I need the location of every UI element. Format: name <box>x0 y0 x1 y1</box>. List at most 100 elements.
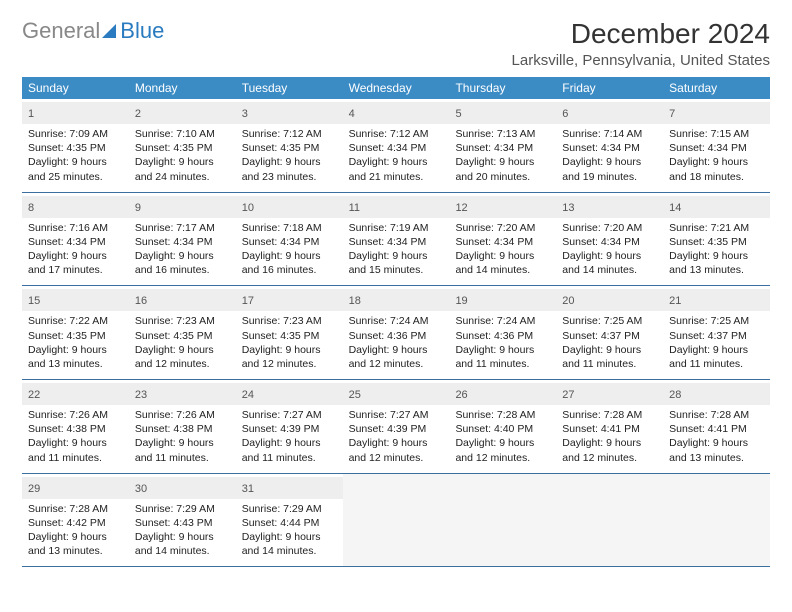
day-cell: 9 Sunrise: 7:17 AMSunset: 4:34 PMDaylight… <box>129 193 236 286</box>
day-info: Sunrise: 7:23 AMSunset: 4:35 PMDaylight:… <box>135 314 230 371</box>
day-cell: 26 Sunrise: 7:28 AMSunset: 4:40 PMDayligh… <box>449 380 556 473</box>
calendar-grid: SundayMondayTuesdayWednesdayThursdayFrid… <box>22 77 770 567</box>
week-row: 1Sunrise: 7:09 AMSunset: 4:35 PMDaylight… <box>22 99 770 193</box>
day-number: 4 <box>349 108 355 120</box>
day-header: Sunday <box>22 77 129 99</box>
day-info: Sunrise: 7:22 AMSunset: 4:35 PMDaylight:… <box>28 314 123 371</box>
day-cell: 12 Sunrise: 7:20 AMSunset: 4:34 PMDayligh… <box>449 193 556 286</box>
day-number: 26 <box>455 389 467 401</box>
day-number: 17 <box>242 295 254 307</box>
day-info: Sunrise: 7:13 AMSunset: 4:34 PMDaylight:… <box>455 127 550 184</box>
day-info: Sunrise: 7:24 AMSunset: 4:36 PMDaylight:… <box>455 314 550 371</box>
day-number: 7 <box>669 108 675 120</box>
week-row: 22Sunrise: 7:26 AMSunset: 4:38 PMDayligh… <box>22 380 770 474</box>
day-header: Wednesday <box>343 77 450 99</box>
day-number-row: 21 <box>663 289 770 311</box>
empty-cell <box>663 474 770 567</box>
day-cell: 11Sunrise: 7:19 AMSunset: 4:34 PMDayligh… <box>343 193 450 286</box>
day-cell: 7 Sunrise: 7:15 AMSunset: 4:34 PMDaylight… <box>663 99 770 192</box>
day-number: 14 <box>669 202 681 214</box>
day-cell: 20 Sunrise: 7:25 AMSunset: 4:37 PMDayligh… <box>556 286 663 379</box>
day-cell: 17 Sunrise: 7:23 AMSunset: 4:35 PMDayligh… <box>236 286 343 379</box>
day-number-row: 4 <box>343 102 450 124</box>
day-info: Sunrise: 7:29 AMSunset: 4:43 PMDaylight:… <box>135 502 230 559</box>
day-number-row: 11 <box>343 196 450 218</box>
day-number: 31 <box>242 483 254 495</box>
day-info: Sunrise: 7:26 AMSunset: 4:38 PMDaylight:… <box>135 408 230 465</box>
day-number: 19 <box>455 295 467 307</box>
day-info: Sunrise: 7:15 AMSunset: 4:34 PMDaylight:… <box>669 127 764 184</box>
day-number-row: 9 <box>129 196 236 218</box>
day-header: Thursday <box>449 77 556 99</box>
day-info: Sunrise: 7:28 AMSunset: 4:42 PMDaylight:… <box>28 502 123 559</box>
day-number-row: 20 <box>556 289 663 311</box>
empty-cell <box>556 474 663 567</box>
day-number-row: 31 <box>236 477 343 499</box>
day-info: Sunrise: 7:12 AMSunset: 4:35 PMDaylight:… <box>242 127 337 184</box>
day-number: 11 <box>349 202 360 214</box>
day-number-row: 24 <box>236 383 343 405</box>
day-number-row: 14 <box>663 196 770 218</box>
day-number-row: 19 <box>449 289 556 311</box>
day-info: Sunrise: 7:16 AMSunset: 4:34 PMDaylight:… <box>28 221 123 278</box>
day-number: 6 <box>562 108 568 120</box>
day-cell: 2Sunrise: 7:10 AMSunset: 4:35 PMDaylight… <box>129 99 236 192</box>
day-info: Sunrise: 7:29 AMSunset: 4:44 PMDaylight:… <box>242 502 337 559</box>
day-info: Sunrise: 7:27 AMSunset: 4:39 PMDaylight:… <box>349 408 444 465</box>
day-number-row: 23 <box>129 383 236 405</box>
day-info: Sunrise: 7:28 AMSunset: 4:41 PMDaylight:… <box>669 408 764 465</box>
day-number-row: 8 <box>22 196 129 218</box>
day-number: 3 <box>242 108 248 120</box>
day-info: Sunrise: 7:23 AMSunset: 4:35 PMDaylight:… <box>242 314 337 371</box>
empty-cell <box>449 474 556 567</box>
week-row: 8 Sunrise: 7:16 AMSunset: 4:34 PMDaylight… <box>22 193 770 287</box>
day-header: Friday <box>556 77 663 99</box>
day-info: Sunrise: 7:20 AMSunset: 4:34 PMDaylight:… <box>562 221 657 278</box>
day-cell: 24 Sunrise: 7:27 AMSunset: 4:39 PMDayligh… <box>236 380 343 473</box>
day-cell: 8 Sunrise: 7:16 AMSunset: 4:34 PMDaylight… <box>22 193 129 286</box>
day-number: 24 <box>242 389 254 401</box>
day-header-row: SundayMondayTuesdayWednesdayThursdayFrid… <box>22 77 770 99</box>
logo-text-general: General <box>22 18 100 44</box>
day-info: Sunrise: 7:27 AMSunset: 4:39 PMDaylight:… <box>242 408 337 465</box>
day-cell: 1Sunrise: 7:09 AMSunset: 4:35 PMDaylight… <box>22 99 129 192</box>
day-number: 28 <box>669 389 681 401</box>
day-number-row: 3 <box>236 102 343 124</box>
day-header: Saturday <box>663 77 770 99</box>
day-number: 10 <box>242 202 254 214</box>
day-number: 21 <box>669 295 681 307</box>
location-text: Larksville, Pennsylvania, United States <box>512 52 770 69</box>
day-number-row: 30 <box>129 477 236 499</box>
day-cell: 19 Sunrise: 7:24 AMSunset: 4:36 PMDayligh… <box>449 286 556 379</box>
day-number: 27 <box>562 389 574 401</box>
day-number: 8 <box>28 202 34 214</box>
day-number-row: 12 <box>449 196 556 218</box>
day-cell: 6Sunrise: 7:14 AMSunset: 4:34 PMDaylight… <box>556 99 663 192</box>
day-number-row: 26 <box>449 383 556 405</box>
day-number-row: 5 <box>449 102 556 124</box>
day-cell: 5 Sunrise: 7:13 AMSunset: 4:34 PMDaylight… <box>449 99 556 192</box>
day-info: Sunrise: 7:25 AMSunset: 4:37 PMDaylight:… <box>562 314 657 371</box>
weeks-container: 1Sunrise: 7:09 AMSunset: 4:35 PMDaylight… <box>22 99 770 567</box>
logo: General Blue <box>22 18 164 44</box>
day-cell: 14Sunrise: 7:21 AMSunset: 4:35 PMDayligh… <box>663 193 770 286</box>
day-number-row: 6 <box>556 102 663 124</box>
day-info: Sunrise: 7:24 AMSunset: 4:36 PMDaylight:… <box>349 314 444 371</box>
day-info: Sunrise: 7:17 AMSunset: 4:34 PMDaylight:… <box>135 221 230 278</box>
day-number-row: 29 <box>22 477 129 499</box>
day-number-row: 18 <box>343 289 450 311</box>
month-title: December 2024 <box>512 18 770 50</box>
day-header: Tuesday <box>236 77 343 99</box>
day-cell: 16Sunrise: 7:23 AMSunset: 4:35 PMDayligh… <box>129 286 236 379</box>
day-cell: 18 Sunrise: 7:24 AMSunset: 4:36 PMDayligh… <box>343 286 450 379</box>
day-number-row: 7 <box>663 102 770 124</box>
day-cell: 3 Sunrise: 7:12 AMSunset: 4:35 PMDaylight… <box>236 99 343 192</box>
day-info: Sunrise: 7:20 AMSunset: 4:34 PMDaylight:… <box>455 221 550 278</box>
day-cell: 28 Sunrise: 7:28 AMSunset: 4:41 PMDayligh… <box>663 380 770 473</box>
title-block: December 2024 Larksville, Pennsylvania, … <box>512 18 770 69</box>
day-info: Sunrise: 7:28 AMSunset: 4:40 PMDaylight:… <box>455 408 550 465</box>
logo-text-blue: Blue <box>120 18 164 44</box>
day-number-row: 25 <box>343 383 450 405</box>
day-number: 15 <box>28 295 40 307</box>
day-number-row: 13 <box>556 196 663 218</box>
